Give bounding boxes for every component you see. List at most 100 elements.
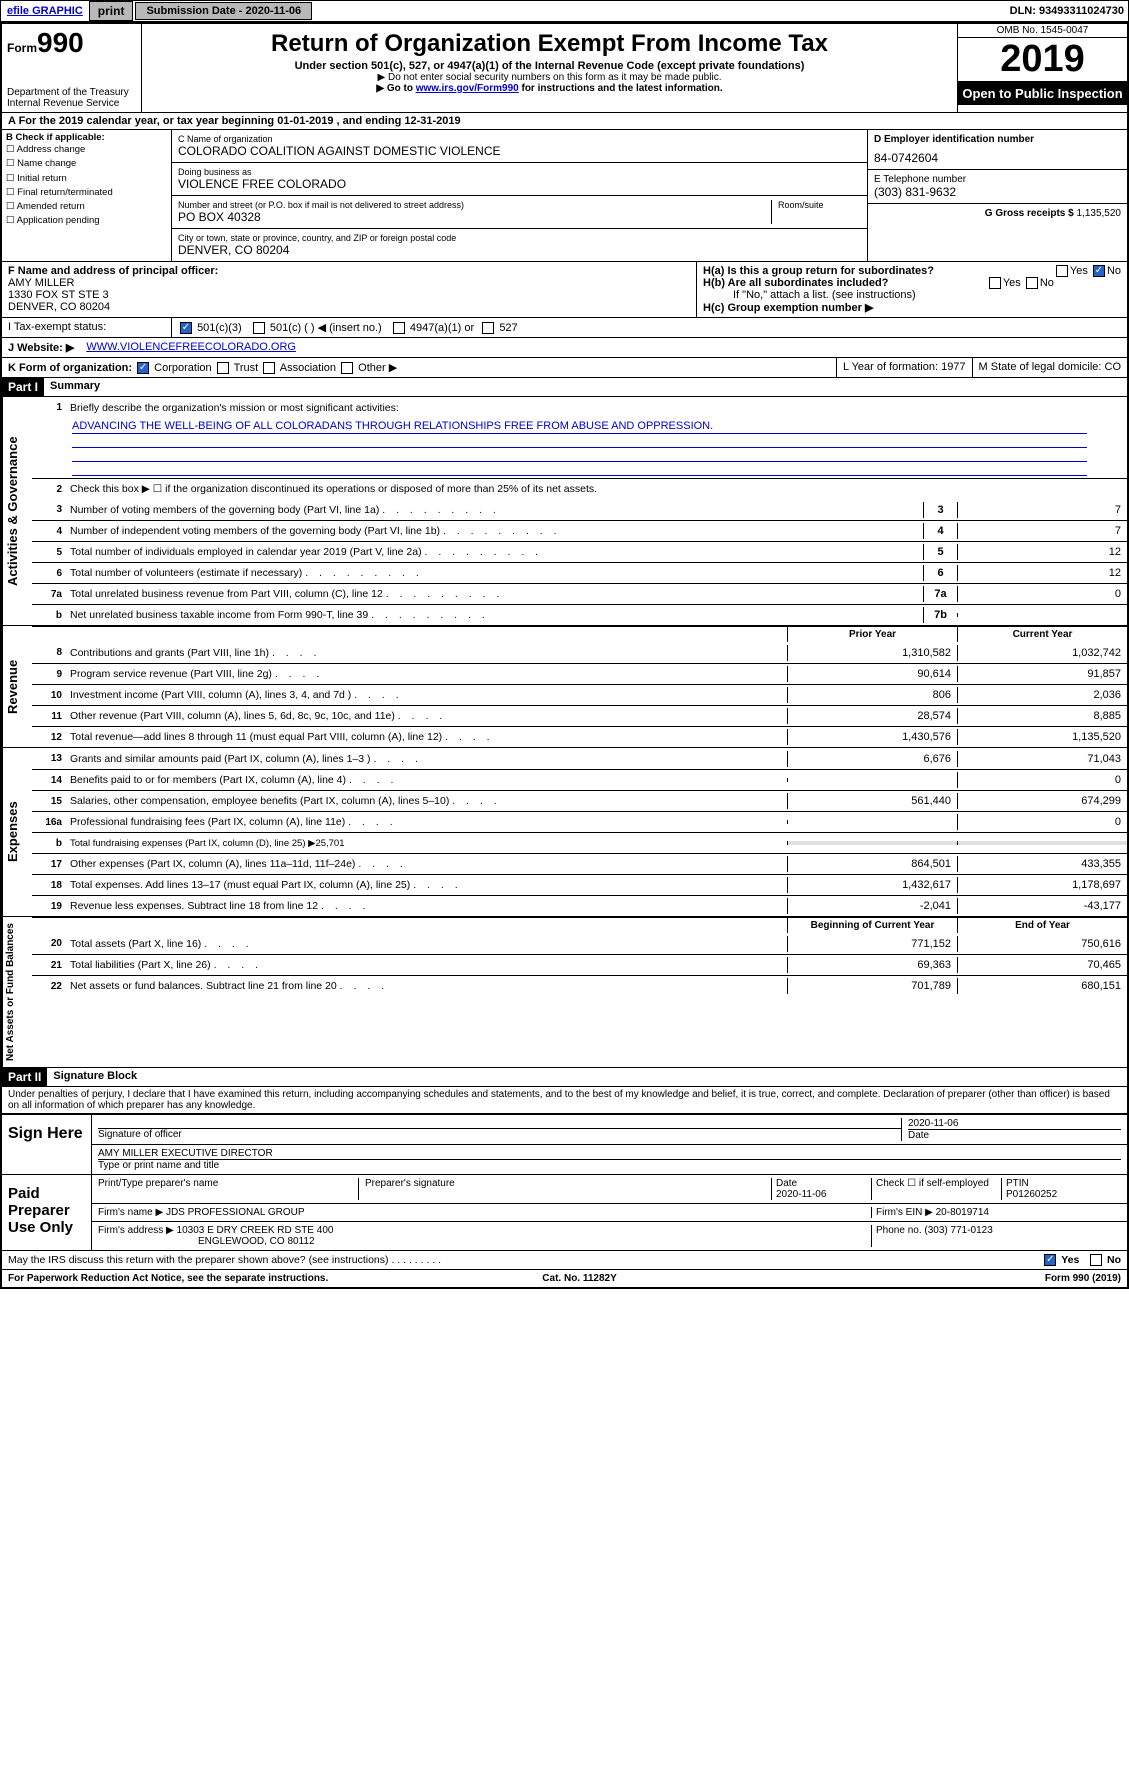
chk-pending[interactable]: ☐ Application pending — [6, 214, 167, 228]
dept-label: Department of the Treasury — [7, 87, 136, 98]
officer-addr1: 1330 FOX ST STE 3 — [8, 289, 690, 301]
form-990: Form990 Department of the Treasury Inter… — [0, 22, 1129, 1289]
line-13: 13Grants and similar amounts paid (Part … — [32, 748, 1127, 769]
chk-name-change[interactable]: ☐ Name change — [6, 157, 167, 171]
discuss-label: May the IRS discuss this return with the… — [8, 1254, 389, 1266]
ptin-label: PTIN — [1006, 1178, 1029, 1189]
state-domicile: M State of legal domicile: CO — [972, 358, 1127, 377]
sig-date-label: Date — [908, 1129, 1121, 1141]
chk-other[interactable] — [341, 362, 353, 374]
line-12: 12Total revenue—add lines 8 through 11 (… — [32, 726, 1127, 747]
line-15: 15Salaries, other compensation, employee… — [32, 790, 1127, 811]
hb-label: H(b) Are all subordinates included? — [703, 277, 888, 289]
chk-initial-return[interactable]: ☐ Initial return — [6, 172, 167, 186]
col-prior-year: Prior Year — [787, 627, 957, 642]
tax-status-label: I Tax-exempt status: — [2, 318, 172, 337]
ha-no[interactable] — [1093, 265, 1105, 277]
row-i: I Tax-exempt status: 501(c)(3) 501(c) ( … — [2, 318, 1127, 338]
chk-4947[interactable] — [393, 322, 405, 334]
line-7a: 7aTotal unrelated business revenue from … — [32, 583, 1127, 604]
officer-typed: AMY MILLER EXECUTIVE DIRECTOR — [98, 1148, 1121, 1160]
chk-corp[interactable] — [137, 362, 149, 374]
submission-date: Submission Date - 2020-11-06 — [135, 2, 312, 20]
firm-addr1: 10303 E DRY CREEK RD STE 400 — [177, 1225, 334, 1236]
firm-addr-label: Firm's address ▶ — [98, 1225, 174, 1236]
website-label: J Website: ▶ — [2, 338, 80, 357]
officer-name: AMY MILLER — [8, 277, 690, 289]
line-22: 22Net assets or fund balances. Subtract … — [32, 975, 1127, 996]
col-begin-year: Beginning of Current Year — [787, 918, 957, 933]
dba-label: Doing business as — [178, 167, 861, 177]
efile-link[interactable]: efile GRAPHIC — [1, 3, 89, 19]
vlabel-expenses: Expenses — [2, 748, 32, 916]
line-18: 18Total expenses. Add lines 13–17 (must … — [32, 874, 1127, 895]
top-toolbar: efile GRAPHIC print Submission Date - 20… — [0, 0, 1129, 22]
chk-501c3[interactable] — [180, 322, 192, 334]
part2-header: Part II Signature Block — [2, 1068, 1127, 1087]
part1-title: Summary — [44, 378, 106, 396]
omb-number: OMB No. 1545-0047 — [958, 24, 1127, 38]
ein-label: D Employer identification number — [874, 134, 1121, 145]
phone-label: E Telephone number — [874, 174, 1121, 185]
chk-address-change[interactable]: ☐ Address change — [6, 143, 167, 157]
chk-assoc[interactable] — [263, 362, 275, 374]
goto-prefix: ▶ Go to — [376, 83, 415, 94]
section-bcd: B Check if applicable: ☐ Address change … — [2, 130, 1127, 262]
line-14: 14Benefits paid to or for members (Part … — [32, 769, 1127, 790]
line1-label: Briefly describe the organization's miss… — [66, 401, 1127, 415]
officer-addr2: DENVER, CO 80204 — [8, 301, 690, 313]
website-link[interactable]: WWW.VIOLENCEFREECOLORADO.ORG — [86, 341, 296, 353]
paid-preparer-label: Paid Preparer Use Only — [2, 1175, 92, 1250]
line-5: 5Total number of individuals employed in… — [32, 541, 1127, 562]
ha-yes[interactable] — [1056, 265, 1068, 277]
chk-501c[interactable] — [253, 322, 265, 334]
firm-phone: (303) 771-0123 — [924, 1225, 992, 1236]
self-employed-chk[interactable]: Check ☐ if self-employed — [871, 1178, 1001, 1200]
line-17: 17Other expenses (Part IX, column (A), l… — [32, 853, 1127, 874]
gross-value: 1,135,520 — [1077, 208, 1122, 219]
officer-typed-label: Type or print name and title — [98, 1160, 1121, 1171]
part1-header: Part I Summary — [2, 378, 1127, 397]
firm-ein: 20-8019714 — [936, 1207, 989, 1218]
chk-trust[interactable] — [217, 362, 229, 374]
line-b: bTotal fundraising expenses (Part IX, co… — [32, 832, 1127, 853]
line-b: bNet unrelated business taxable income f… — [32, 604, 1127, 625]
chk-final-return[interactable]: ☐ Final return/terminated — [6, 186, 167, 200]
ptin-value: P01260252 — [1006, 1189, 1057, 1200]
print-button[interactable]: print — [89, 1, 134, 21]
subtitle-2: ▶ Do not enter social security numbers o… — [150, 72, 949, 83]
phone-value: (303) 831-9632 — [874, 185, 1121, 199]
line-16a: 16aProfessional fundraising fees (Part I… — [32, 811, 1127, 832]
line-21: 21Total liabilities (Part X, line 26) . … — [32, 954, 1127, 975]
line-3: 3Number of voting members of the governi… — [32, 499, 1127, 520]
instructions-link[interactable]: www.irs.gov/Form990 — [416, 83, 519, 94]
footer: For Paperwork Reduction Act Notice, see … — [2, 1269, 1127, 1287]
tax-year: 2019 — [958, 38, 1127, 82]
line-9: 9Program service revenue (Part VIII, lin… — [32, 663, 1127, 684]
col-d-ids: D Employer identification number 84-0742… — [867, 130, 1127, 261]
part1-badge: Part I — [2, 378, 44, 396]
preparer-sig-label: Preparer's signature — [358, 1178, 771, 1200]
subtitle-1: Under section 501(c), 527, or 4947(a)(1)… — [150, 60, 949, 72]
form-prefix: Form — [7, 41, 37, 55]
hb-no[interactable] — [1026, 277, 1038, 289]
line-4: 4Number of independent voting members of… — [32, 520, 1127, 541]
part2-title: Signature Block — [47, 1068, 143, 1086]
irs-label: Internal Revenue Service — [7, 98, 136, 109]
preparer-date: 2020-11-06 — [776, 1189, 826, 1200]
hb-note: If "No," attach a list. (see instruction… — [703, 289, 1121, 301]
chk-527[interactable] — [482, 322, 494, 334]
ein-value: 84-0742604 — [874, 151, 1121, 165]
line-8: 8Contributions and grants (Part VIII, li… — [32, 642, 1127, 663]
row-j: J Website: ▶ WWW.VIOLENCEFREECOLORADO.OR… — [2, 338, 1127, 358]
firm-phone-label: Phone no. — [876, 1225, 922, 1236]
city-label: City or town, state or province, country… — [178, 233, 861, 243]
sign-here-block: Sign Here Signature of officer 2020-11-0… — [2, 1114, 1127, 1174]
line-6: 6Total number of volunteers (estimate if… — [32, 562, 1127, 583]
chk-amended[interactable]: ☐ Amended return — [6, 200, 167, 214]
discuss-no[interactable] — [1090, 1254, 1102, 1266]
hb-yes[interactable] — [989, 277, 1001, 289]
preparer-name-label: Print/Type preparer's name — [98, 1178, 358, 1200]
discuss-yes[interactable] — [1044, 1254, 1056, 1266]
col-b-title: B Check if applicable: — [6, 132, 167, 143]
